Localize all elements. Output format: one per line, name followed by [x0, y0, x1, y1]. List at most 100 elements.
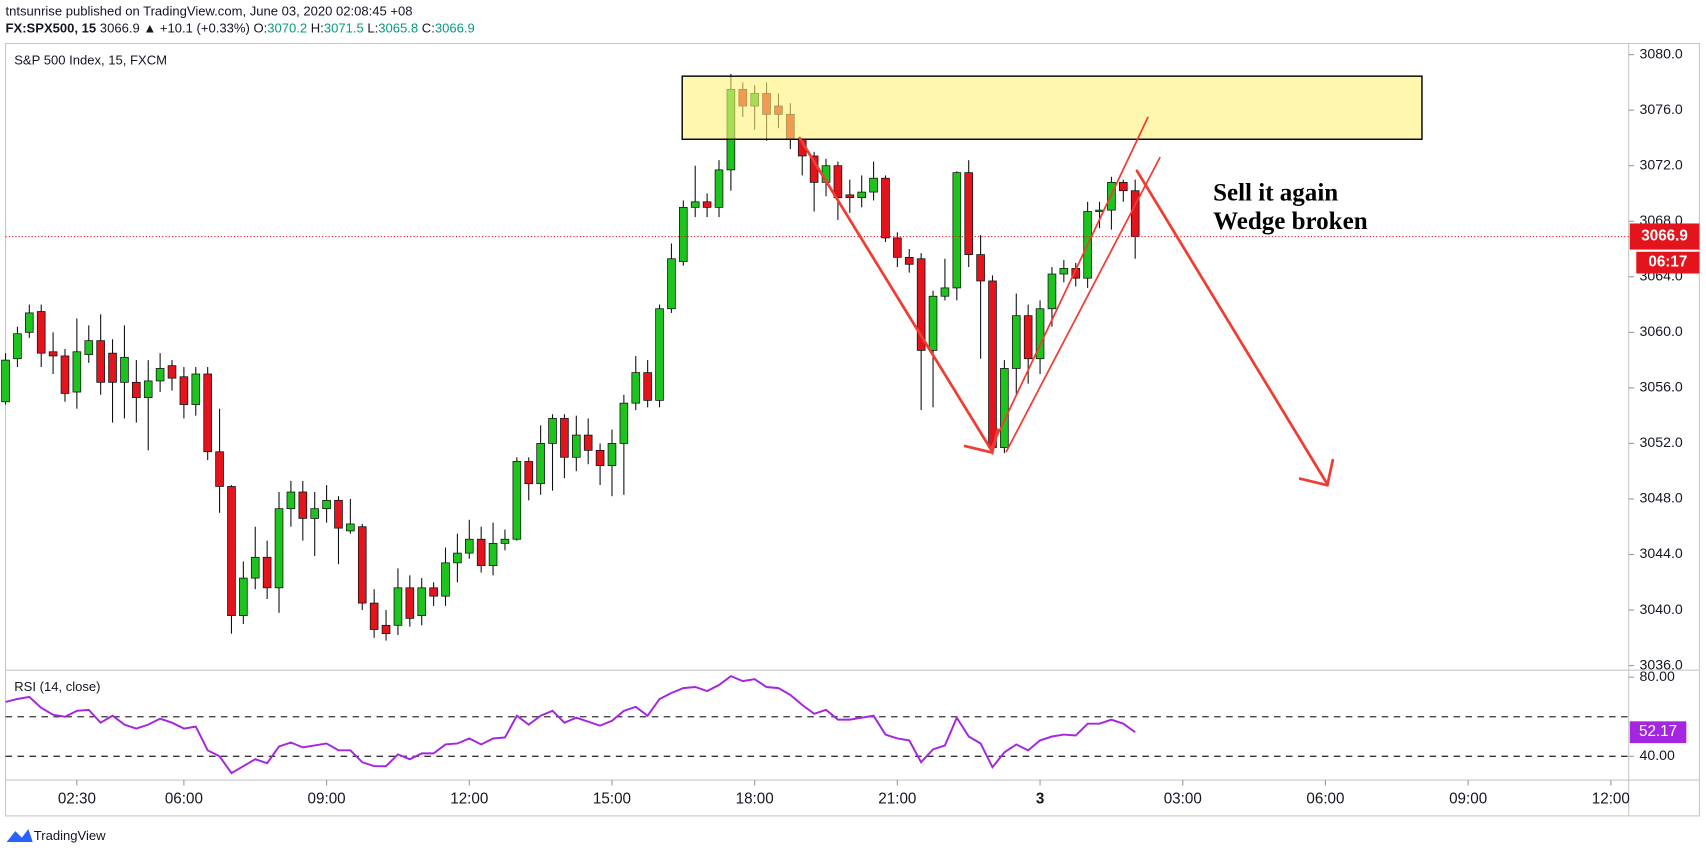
candle-body: [13, 333, 22, 360]
x-tick-label: 06:00: [1306, 791, 1344, 808]
candle-body: [72, 351, 82, 393]
candle-body: [191, 373, 201, 405]
candle-body: [524, 461, 534, 485]
candle-body: [132, 381, 141, 398]
candle-body: [167, 365, 177, 379]
y-tick-label: 3076.0: [1640, 101, 1683, 117]
y-tick-label: 3036.0: [1640, 656, 1683, 672]
annotation: Wedge broken: [1213, 208, 1368, 235]
candle-body: [1118, 181, 1128, 192]
candle-body: [203, 373, 212, 453]
candle-body: [357, 526, 367, 604]
candle-body: [595, 449, 605, 467]
x-tick-label: 12:00: [450, 791, 488, 808]
price-legend: S&P 500 Index, 15, FXCM: [14, 52, 167, 67]
candle-body: [464, 538, 474, 554]
candle-body: [227, 486, 236, 616]
close-label: C:: [422, 21, 435, 36]
candle-body: [453, 552, 462, 564]
candle-body: [322, 499, 331, 510]
y-tick-label: 3040.0: [1640, 601, 1683, 617]
candle-body: [857, 191, 866, 199]
down-arrow: [798, 136, 994, 453]
candle-body: [631, 372, 641, 404]
y-tick-label: 3060.0: [1640, 323, 1683, 339]
candle-body: [143, 380, 153, 398]
candle-body: [108, 352, 117, 383]
candle-body: [334, 499, 343, 529]
candle-body: [215, 451, 224, 487]
candle-body: [500, 538, 510, 544]
candle-body: [441, 562, 450, 597]
candle-body: [274, 508, 284, 589]
wedge-line: [1005, 156, 1161, 453]
low-label: L:: [367, 21, 378, 36]
rsi-legend: RSI (14, close): [14, 679, 100, 694]
candle-body: [179, 376, 189, 405]
candle-body: [1000, 368, 1009, 448]
candle-body: [976, 254, 985, 282]
rsi-last-label: 52.17: [1639, 723, 1677, 740]
candle-body: [60, 355, 70, 394]
y-tick-label: 3080.0: [1640, 45, 1683, 61]
candle-body: [417, 587, 427, 616]
symbol: FX:SPX500, 15: [6, 21, 97, 36]
candle-body: [583, 434, 593, 451]
candle-body: [560, 418, 569, 458]
countdown-box: [1636, 251, 1700, 274]
x-tick-label: 3: [1036, 791, 1044, 808]
candle-body: [940, 287, 950, 297]
candle-body: [36, 311, 46, 354]
candle-body: [393, 587, 403, 626]
arrow-head: [1298, 458, 1335, 487]
header-line: tntsunrise published on TradingView.com,…: [6, 3, 413, 18]
candle-body: [702, 201, 712, 208]
countdown-label: 06:17: [1648, 254, 1687, 271]
candle-body: [714, 169, 724, 208]
candle-body: [690, 201, 700, 208]
candle-body: [1059, 268, 1069, 275]
candle-body: [1035, 308, 1045, 360]
y-tick-label: 40.00: [1640, 747, 1675, 763]
footer-text: TradingView: [34, 828, 106, 843]
candle-body: [679, 206, 688, 262]
y-tick-label: 3044.0: [1640, 545, 1683, 561]
candle-body: [239, 577, 248, 616]
candle-body: [48, 351, 58, 357]
down-arrow: [1135, 169, 1329, 486]
candle-body: [655, 308, 664, 401]
candle-body: [262, 556, 272, 589]
x-tick-label: 09:00: [1449, 791, 1487, 808]
x-tick-label: 12:00: [1592, 791, 1630, 808]
open-label: O:: [253, 21, 267, 36]
candle-body: [904, 256, 914, 265]
candle-body: [25, 312, 34, 333]
rsi-pane: 80.00 40.00 52.17: [5, 668, 1687, 775]
candle-body: [988, 280, 997, 448]
last-price-box: [1629, 223, 1700, 250]
x-tick-label: 09:00: [308, 791, 346, 808]
low-value: 3065.8: [378, 21, 418, 36]
chart-frame: [4, 42, 1700, 817]
annotation: Sell it again: [1213, 179, 1338, 206]
x-tick-label: 18:00: [736, 791, 774, 808]
candle-body: [96, 340, 105, 383]
high-value: 3071.5: [324, 21, 364, 36]
rsi-last-box: [1629, 721, 1687, 744]
candle-body: [488, 543, 498, 566]
candle-body: [572, 434, 581, 458]
candle-body: [155, 368, 165, 382]
x-tick-label: 02:30: [58, 791, 96, 808]
candle-body: [512, 461, 522, 540]
candle-body: [1011, 315, 1021, 369]
candle-body: [952, 172, 962, 289]
rsi-line: [5, 675, 1136, 775]
candle-body: [881, 177, 890, 239]
candle-body: [893, 237, 902, 258]
footer: TradingView: [6, 828, 106, 843]
x-tick-label: 21:00: [878, 791, 916, 808]
close-value: 3066.9: [435, 21, 475, 36]
candle-body: [643, 372, 652, 401]
candle-body: [1047, 273, 1057, 310]
